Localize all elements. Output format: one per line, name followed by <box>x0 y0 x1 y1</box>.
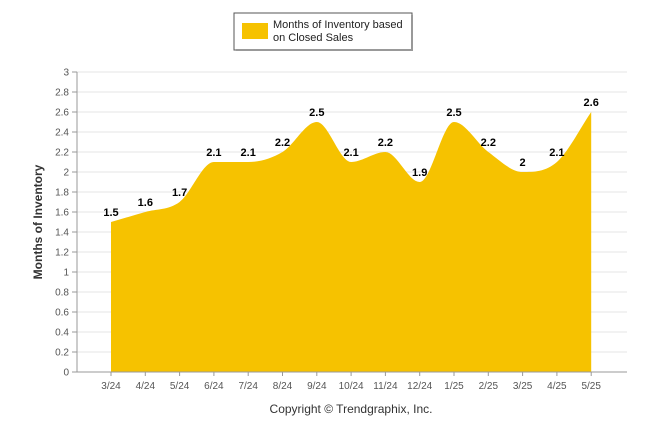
x-tick-label: 8/24 <box>273 381 293 392</box>
x-tick-label: 7/24 <box>238 381 258 392</box>
y-tick-label: 3 <box>63 68 69 79</box>
series-area <box>111 112 592 372</box>
y-tick-label: 1.4 <box>55 228 69 239</box>
legend-shadow-right <box>411 15 413 51</box>
y-tick-label: 0.4 <box>55 328 69 339</box>
x-tick-label: 4/24 <box>136 381 156 392</box>
data-label: 2.1 <box>549 147 564 159</box>
legend-swatch <box>242 23 268 39</box>
y-axis-ticks: 0 0.2 0.4 0.6 0.8 1 1.2 1.4 1.6 1.8 2 2.2 2.4 2.6 2.8 3 <box>55 68 77 379</box>
area-fill <box>111 112 592 372</box>
x-tick-label: 2/25 <box>479 381 499 392</box>
x-tick-label: 5/25 <box>581 381 601 392</box>
x-tick-label: 9/24 <box>307 381 327 392</box>
x-tick-label: 3/25 <box>513 381 533 392</box>
axes <box>76 72 627 373</box>
x-tick-label: 11/24 <box>373 381 398 392</box>
x-tick-label: 12/24 <box>407 381 432 392</box>
legend-shadow-bottom <box>236 49 413 51</box>
data-label: 2.5 <box>446 107 461 119</box>
x-tick-label: 1/25 <box>444 381 464 392</box>
x-axis-ticks: 3/24 4/24 5/24 6/24 7/24 8/24 9/24 10/24 11/24 12… <box>101 372 601 392</box>
y-tick-label: 1.6 <box>55 208 69 219</box>
legend-line-2: on Closed Sales <box>273 32 354 44</box>
x-tick-label: 3/24 <box>101 381 121 392</box>
data-label: 2.5 <box>309 107 324 119</box>
legend[interactable]: Months of Inventory based on Closed Sale… <box>233 12 413 51</box>
x-tick-label: 6/24 <box>204 381 224 392</box>
y-tick-label: 2.8 <box>55 88 69 99</box>
data-label: 1.5 <box>103 207 118 219</box>
y-tick-label: 2.6 <box>55 108 69 119</box>
y-tick-label: 0.6 <box>55 308 69 319</box>
y-tick-label: 2.4 <box>55 128 69 139</box>
data-label: 2.2 <box>481 137 496 149</box>
x-tick-label: 5/24 <box>170 381 190 392</box>
x-tick-label: 10/24 <box>339 381 364 392</box>
data-label: 1.6 <box>138 197 153 209</box>
legend-line-1: Months of Inventory based <box>273 19 403 31</box>
y-tick-label: 2 <box>63 168 69 179</box>
data-label: 2.6 <box>584 97 599 109</box>
y-axis-title: Months of Inventory <box>31 164 45 279</box>
x-tick-label: 4/25 <box>547 381 567 392</box>
copyright-text: Copyright © Trendgraphix, Inc. <box>270 402 433 416</box>
data-label: 2.2 <box>275 137 290 149</box>
data-label: 2.1 <box>241 147 256 159</box>
data-label: 2.1 <box>343 147 358 159</box>
data-label: 2.1 <box>206 147 221 159</box>
data-label: 2.2 <box>378 137 393 149</box>
data-label: 1.9 <box>412 167 427 179</box>
y-tick-label: 2.2 <box>55 148 69 159</box>
data-labels: 1.5 1.6 1.7 2.1 2.1 2.2 2.5 2.1 2.2 1.9 2.5 2.2 2 2.1… <box>103 97 598 219</box>
y-tick-label: 1.2 <box>55 248 69 259</box>
data-label: 1.7 <box>172 187 187 199</box>
y-tick-label: 0.8 <box>55 288 69 299</box>
y-tick-label: 0.2 <box>55 348 69 359</box>
y-tick-label: 0 <box>63 368 69 379</box>
data-label: 2 <box>520 157 526 169</box>
y-tick-label: 1.8 <box>55 188 69 199</box>
y-tick-label: 1 <box>63 268 69 279</box>
